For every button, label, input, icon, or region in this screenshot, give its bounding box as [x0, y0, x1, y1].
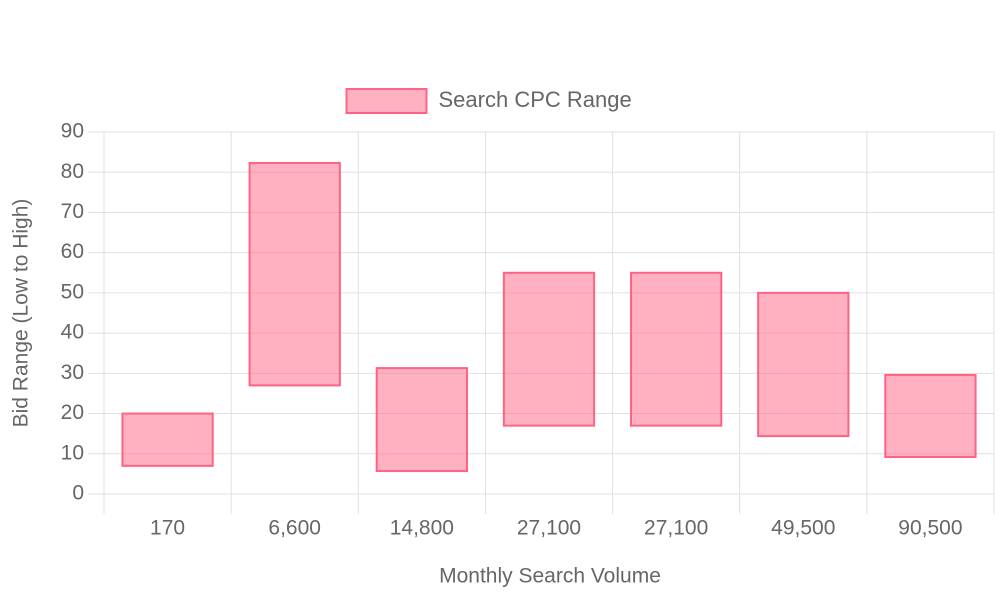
bar: [757, 291, 850, 438]
bar: [884, 373, 977, 458]
y-axis-title: Bid Range (Low to High): [10, 199, 33, 428]
bar: [121, 412, 214, 467]
y-tick-label: 40: [61, 321, 84, 344]
y-tick-label: 20: [61, 401, 84, 424]
bar: [502, 271, 596, 427]
legend-label: Search CPC Range: [439, 87, 632, 112]
legend-swatch: [345, 88, 428, 114]
x-tick-label: 90,500: [898, 517, 962, 540]
y-tick-label: 0: [72, 482, 84, 505]
y-tick-label: 10: [61, 441, 84, 464]
bar: [248, 161, 341, 387]
bar: [375, 367, 468, 473]
bar: [630, 271, 723, 427]
y-tick-label: 50: [61, 280, 84, 303]
y-tick-label: 30: [61, 361, 84, 384]
x-tick-label: 6,600: [268, 517, 321, 540]
y-tick-label: 80: [61, 160, 84, 183]
x-tick-label: 27,100: [517, 517, 581, 540]
y-tick-label: 90: [61, 120, 84, 143]
x-axis-title: Monthly Search Volume: [439, 565, 661, 588]
y-tick-label: 70: [61, 200, 84, 223]
x-tick-label: 27,100: [644, 517, 708, 540]
x-tick-label: 14,800: [390, 517, 454, 540]
x-tick-label: 49,500: [771, 517, 835, 540]
x-tick-label: 170: [150, 517, 185, 540]
y-tick-label: 60: [61, 240, 84, 263]
